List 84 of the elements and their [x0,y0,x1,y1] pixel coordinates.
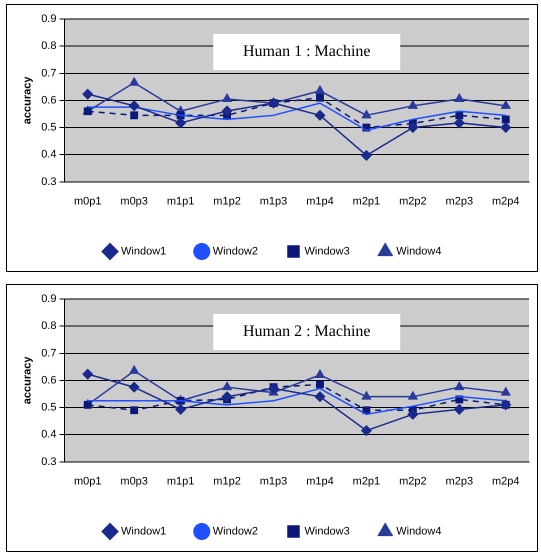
legend-label: Window1 [121,246,166,258]
point [128,100,140,112]
point [501,387,510,396]
point [454,118,465,128]
x-tick-label: m1p3 [260,475,288,488]
point [408,122,418,133]
point [82,368,93,380]
title-box: Human 1 : Machine [212,34,400,70]
y-axis-title: accuracy [22,76,34,124]
x-tick-label: m2p2 [399,475,427,488]
point [362,391,372,400]
y-tick-label: 0.3 [41,176,56,188]
point [222,382,232,390]
y-tick-label: 0.6 [41,374,56,386]
y-tick-label: 0.4 [41,428,56,441]
x-tick-label: m0p1 [74,195,102,208]
y-tick-label: 0.9 [41,293,56,306]
y-axis-title: accuracy [22,356,34,404]
point [315,86,325,94]
x-tick-label: m1p3 [260,195,288,208]
point [455,111,464,120]
y-tick-label: 0.8 [41,320,56,332]
y-tick-label: 0.4 [41,148,56,161]
x-tick-label: m2p4 [492,195,520,208]
y-tick-label: 0.7 [41,347,56,360]
point [175,118,186,128]
point [501,100,510,109]
point [500,122,512,133]
x-tick-label: m1p1 [166,195,194,208]
point [502,115,510,124]
x-tick-label: m2p3 [446,195,474,208]
title-box: Human 2 : Machine [212,314,400,350]
point [361,150,372,161]
point [175,404,186,415]
x-tick-label: m1p2 [213,195,241,208]
point [408,391,418,400]
x-tick-label: m1p1 [166,475,194,488]
point [454,94,464,102]
point [408,100,418,109]
y-tick-label: 0.6 [41,94,56,106]
y-tick-label: 0.7 [41,67,56,80]
y-tick-label: 0.9 [41,13,56,26]
x-tick-label: m2p1 [352,195,380,208]
point [314,110,326,121]
legend-label: Window3 [304,246,350,258]
x-tick-label: m1p2 [213,475,241,488]
y-tick-label: 0.8 [41,40,56,52]
point [130,111,138,120]
x-tick-label: m0p3 [120,475,148,488]
x-tick-label: m1p4 [306,475,334,488]
point [130,366,139,374]
point [130,406,138,414]
x-tick-label: m2p1 [352,475,380,488]
x-tick-label: m2p3 [446,475,474,488]
x-tick-label: m0p1 [74,475,102,488]
point [130,78,139,86]
x-tick-label: m0p3 [120,195,148,208]
point [222,106,232,116]
point [361,425,372,436]
point [454,382,464,390]
y-tick-label: 0.3 [41,456,56,468]
point [82,88,93,100]
legend-label: Window2 [212,246,258,258]
point [315,370,325,378]
x-tick-label: m2p2 [399,195,427,208]
x-tick-label: m1p4 [306,195,334,208]
legend-label: Window2 [212,526,258,538]
legend-label: Window4 [396,246,442,258]
y-tick-label: 0.5 [41,122,56,134]
point [222,391,232,402]
point [128,382,140,392]
x-tick-label: m2p4 [492,475,520,488]
legend-label: Window3 [304,526,350,538]
legend-label: Window1 [121,526,166,538]
point [222,94,232,102]
point [268,383,279,394]
point [314,391,326,402]
point [454,404,465,415]
point [316,380,324,388]
point [362,110,372,118]
point [316,94,324,102]
point [408,409,418,420]
legend-label: Window4 [396,526,442,538]
y-tick-label: 0.5 [41,402,56,414]
